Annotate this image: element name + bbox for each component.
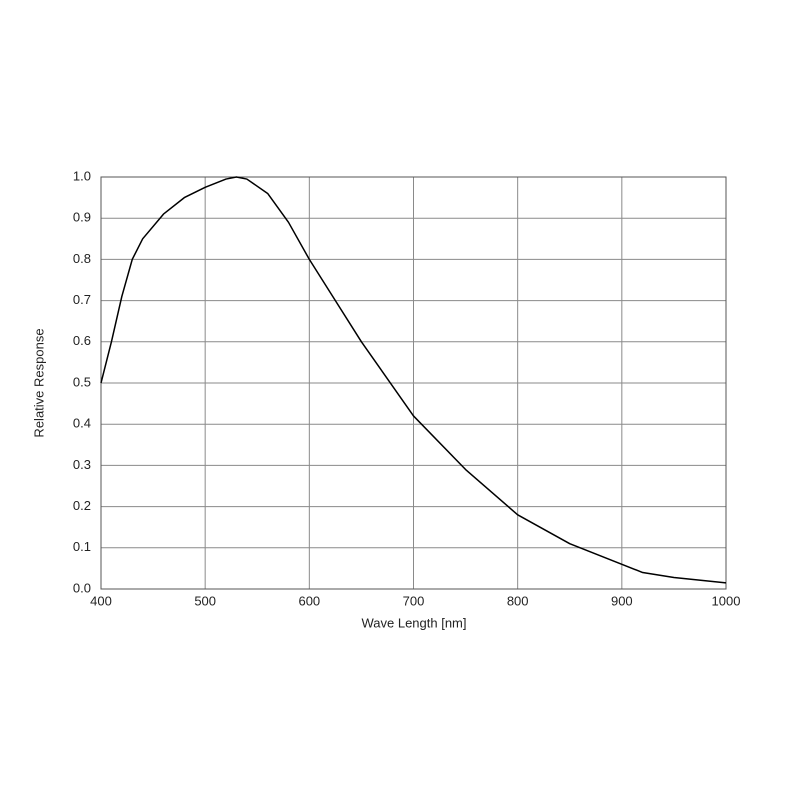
y-tick-label: 0.9 xyxy=(73,210,91,225)
y-tick-label: 0.8 xyxy=(73,251,91,266)
x-axis-label: Wave Length [nm] xyxy=(361,615,466,630)
y-tick-label: 0.6 xyxy=(73,333,91,348)
x-tick-label: 900 xyxy=(611,593,633,608)
x-tick-label: 800 xyxy=(507,593,529,608)
data-line xyxy=(100,176,727,584)
y-tick-label: 0.5 xyxy=(73,374,91,389)
x-tick-label: 400 xyxy=(90,593,112,608)
y-tick-label: 0.3 xyxy=(73,457,91,472)
y-tick-label: 0.7 xyxy=(73,292,91,307)
y-tick-label: 0.1 xyxy=(73,539,91,554)
x-tick-label: 500 xyxy=(194,593,216,608)
y-tick-label: 0.4 xyxy=(73,416,91,431)
y-tick-label: 0.2 xyxy=(73,498,91,513)
y-tick-label: 1.0 xyxy=(73,168,91,183)
x-tick-label: 1000 xyxy=(712,593,741,608)
x-tick-label: 600 xyxy=(298,593,320,608)
y-tick-label: 0.0 xyxy=(73,580,91,595)
y-axis-label: Relative Response xyxy=(31,328,46,437)
x-tick-label: 700 xyxy=(403,593,425,608)
